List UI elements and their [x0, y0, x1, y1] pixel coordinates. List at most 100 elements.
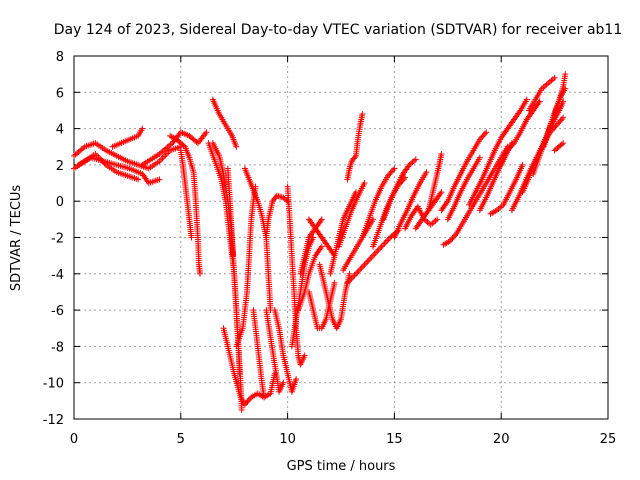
data-point — [558, 116, 565, 123]
data-point — [139, 125, 146, 132]
data-point — [536, 98, 543, 105]
data-point — [368, 254, 375, 261]
data-point — [359, 111, 366, 118]
data-point — [361, 180, 368, 187]
data-point — [301, 352, 308, 359]
y-tick-label: 2 — [56, 159, 64, 174]
data-point — [434, 216, 441, 223]
x-tick-label: 0 — [70, 432, 78, 447]
data-point — [508, 143, 515, 150]
data-point — [355, 267, 362, 274]
data-point — [386, 171, 393, 178]
data-point — [280, 379, 287, 386]
data-point — [371, 251, 378, 258]
data-point — [157, 156, 164, 163]
data-point — [504, 147, 511, 154]
y-tick-label: 4 — [56, 123, 64, 138]
data-point — [159, 155, 166, 162]
data-point — [551, 74, 558, 81]
y-tick-label: -8 — [51, 340, 64, 355]
y-tick-label: 0 — [56, 195, 64, 210]
x-axis-label: GPS time / hours — [287, 459, 396, 474]
data-point — [423, 169, 430, 176]
data-point — [380, 242, 387, 249]
data-point — [378, 243, 385, 250]
x-tick-label: 20 — [493, 432, 510, 447]
data-point — [365, 257, 372, 264]
data-point — [352, 270, 359, 277]
data-point — [293, 376, 300, 383]
data-point — [357, 266, 364, 273]
x-tick-label: 10 — [279, 432, 296, 447]
data-point — [562, 85, 569, 92]
data-point — [375, 246, 382, 253]
data-point — [385, 236, 392, 243]
data-point — [560, 114, 567, 121]
data-point — [350, 273, 357, 280]
data-point — [284, 198, 291, 205]
data-point — [560, 140, 567, 147]
data-point — [476, 136, 483, 143]
data-point — [562, 71, 569, 78]
data-point — [180, 142, 187, 149]
data-point — [243, 400, 250, 407]
data-point — [382, 239, 389, 246]
y-tick-label: 6 — [56, 86, 64, 101]
data-point — [351, 272, 358, 279]
data-point — [346, 270, 353, 277]
data-point — [362, 260, 369, 267]
data-point — [384, 172, 391, 179]
y-axis-label: SDTVAR / TECUs — [9, 185, 24, 292]
y-tick-label: -2 — [51, 232, 64, 247]
data-point — [387, 169, 394, 176]
data-marks — [71, 71, 569, 413]
data-point — [555, 120, 562, 127]
data-point — [557, 117, 564, 124]
data-point — [438, 151, 445, 158]
data-point — [364, 258, 371, 265]
data-point — [318, 216, 325, 223]
data-point — [197, 270, 204, 277]
data-point — [480, 132, 487, 139]
data-point — [318, 243, 325, 250]
data-point — [351, 154, 358, 161]
data-point — [558, 141, 565, 148]
axis-ticks: 0 5 10 15 20 25 -12 -10 -8 -6 -4 -2 0 2 4 6 8 — [43, 50, 617, 447]
data-point — [483, 129, 490, 136]
data-point — [354, 269, 361, 276]
data-point — [238, 406, 245, 413]
data-point — [377, 245, 384, 252]
data-point — [509, 141, 516, 148]
data-point — [505, 145, 512, 152]
y-tick-label: -6 — [51, 304, 64, 319]
data-point — [370, 252, 377, 259]
data-point — [523, 96, 530, 103]
data-point — [476, 154, 483, 161]
data-point — [360, 263, 367, 270]
data-point — [391, 165, 398, 172]
y-tick-label: -12 — [43, 413, 64, 428]
data-point — [446, 238, 453, 245]
data-point — [245, 397, 252, 404]
data-point — [556, 119, 563, 126]
data-point — [367, 255, 374, 262]
data-point — [233, 143, 240, 150]
data-point — [479, 133, 486, 140]
data-point — [450, 233, 457, 240]
x-tick-label: 5 — [177, 432, 185, 447]
data-point — [203, 129, 210, 136]
data-point — [374, 248, 381, 255]
chart-title: Day 124 of 2023, Sidereal Day-to-day VTE… — [54, 22, 623, 38]
x-tick-label: 15 — [386, 432, 403, 447]
data-point — [244, 398, 251, 405]
data-point — [372, 249, 379, 256]
y-tick-label: 8 — [56, 50, 64, 65]
data-point — [358, 264, 365, 271]
x-tick-label: 25 — [600, 432, 617, 447]
data-point — [135, 176, 142, 183]
data-point — [507, 144, 514, 151]
data-point — [519, 161, 526, 168]
data-point — [188, 234, 195, 241]
data-point — [241, 401, 248, 408]
